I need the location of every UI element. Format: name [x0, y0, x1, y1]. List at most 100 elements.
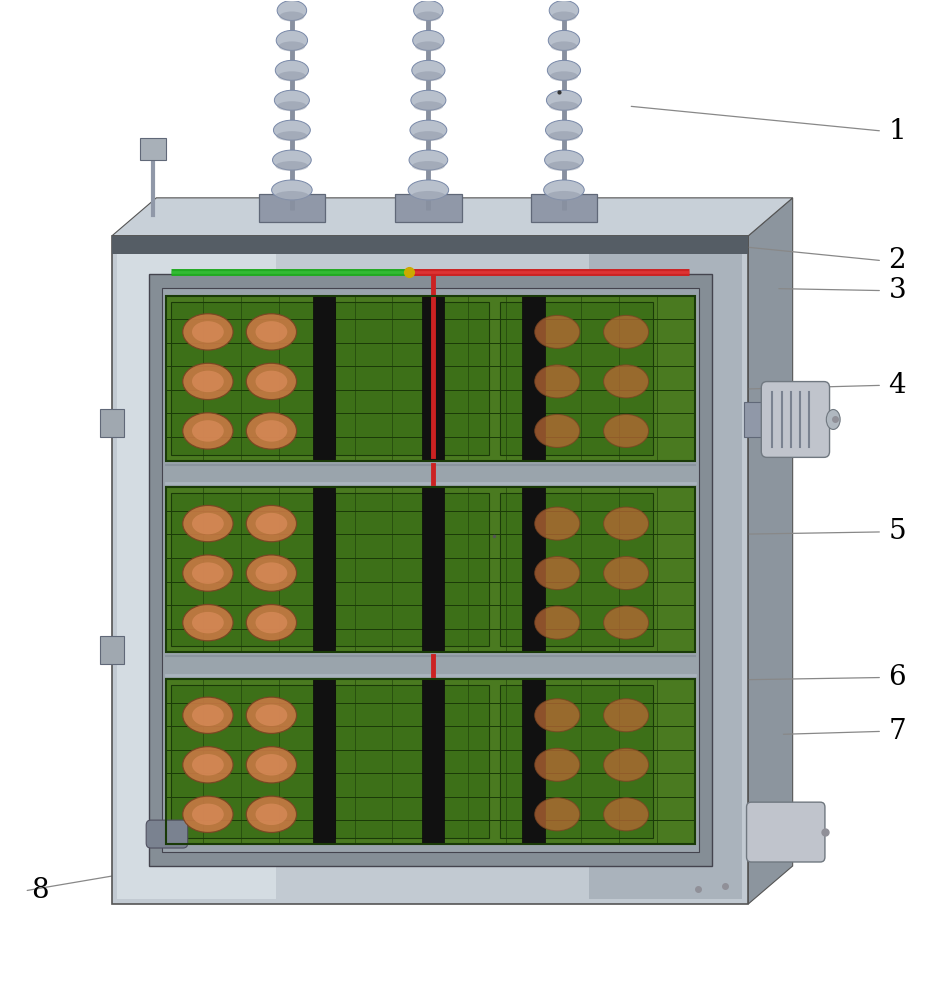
Ellipse shape: [551, 11, 576, 21]
Ellipse shape: [192, 321, 224, 343]
Ellipse shape: [548, 60, 581, 80]
Bar: [100, 636, 124, 664]
Ellipse shape: [604, 507, 648, 540]
Text: 6: 6: [889, 664, 906, 691]
Bar: [166, 679, 695, 844]
Ellipse shape: [273, 150, 311, 170]
Ellipse shape: [604, 557, 648, 590]
Ellipse shape: [246, 413, 297, 449]
Bar: [523, 487, 545, 652]
Ellipse shape: [255, 705, 288, 726]
Ellipse shape: [246, 796, 297, 832]
Ellipse shape: [535, 365, 580, 398]
Ellipse shape: [416, 11, 441, 21]
Ellipse shape: [277, 30, 308, 50]
Bar: [531, 194, 598, 222]
Bar: [259, 194, 325, 222]
Bar: [171, 685, 325, 838]
Ellipse shape: [412, 60, 445, 80]
Bar: [500, 493, 653, 646]
Ellipse shape: [278, 71, 306, 81]
Ellipse shape: [278, 41, 305, 51]
Ellipse shape: [535, 748, 580, 781]
Ellipse shape: [604, 798, 648, 831]
Text: 2: 2: [889, 247, 906, 274]
Ellipse shape: [276, 161, 308, 171]
Ellipse shape: [272, 180, 312, 200]
Ellipse shape: [546, 120, 583, 140]
Ellipse shape: [549, 30, 580, 50]
Ellipse shape: [549, 0, 579, 20]
Ellipse shape: [278, 0, 307, 20]
Bar: [523, 296, 545, 461]
Ellipse shape: [413, 101, 443, 111]
Ellipse shape: [246, 697, 297, 733]
Ellipse shape: [414, 71, 442, 81]
Ellipse shape: [550, 41, 577, 51]
Ellipse shape: [277, 101, 307, 111]
Ellipse shape: [183, 314, 233, 350]
Text: 4: 4: [889, 372, 906, 399]
FancyBboxPatch shape: [146, 820, 188, 848]
Bar: [336, 493, 488, 646]
Bar: [314, 679, 336, 844]
Ellipse shape: [183, 604, 233, 641]
FancyBboxPatch shape: [761, 382, 830, 457]
Ellipse shape: [192, 420, 224, 442]
Bar: [422, 296, 444, 461]
Ellipse shape: [275, 90, 309, 110]
Ellipse shape: [535, 414, 580, 447]
Ellipse shape: [183, 697, 233, 733]
Ellipse shape: [183, 747, 233, 783]
Ellipse shape: [255, 612, 288, 633]
Ellipse shape: [549, 71, 578, 81]
Ellipse shape: [549, 131, 580, 141]
Ellipse shape: [183, 413, 233, 449]
Ellipse shape: [255, 321, 288, 343]
Ellipse shape: [276, 60, 309, 80]
Bar: [140, 138, 166, 160]
Bar: [500, 685, 653, 838]
Bar: [395, 194, 462, 222]
Ellipse shape: [604, 315, 648, 348]
Ellipse shape: [246, 747, 297, 783]
Ellipse shape: [255, 420, 288, 442]
Ellipse shape: [192, 705, 224, 726]
Bar: [314, 296, 336, 461]
Ellipse shape: [255, 371, 288, 392]
Text: 7: 7: [889, 718, 906, 745]
Bar: [149, 274, 711, 866]
Ellipse shape: [547, 191, 581, 201]
Text: 3: 3: [889, 277, 906, 304]
Ellipse shape: [192, 754, 224, 776]
Text: 1: 1: [889, 118, 906, 145]
Ellipse shape: [246, 555, 297, 591]
Ellipse shape: [279, 11, 304, 21]
Ellipse shape: [415, 41, 442, 51]
Ellipse shape: [192, 612, 224, 633]
Ellipse shape: [413, 30, 444, 50]
Bar: [112, 236, 748, 254]
Ellipse shape: [246, 363, 297, 400]
Bar: [422, 487, 444, 652]
Ellipse shape: [826, 410, 840, 429]
Ellipse shape: [535, 315, 580, 348]
Ellipse shape: [535, 798, 580, 831]
Ellipse shape: [604, 414, 648, 447]
Bar: [117, 241, 276, 899]
Ellipse shape: [192, 804, 224, 825]
Text: 5: 5: [889, 518, 906, 545]
Bar: [589, 241, 742, 899]
Ellipse shape: [413, 0, 443, 20]
Ellipse shape: [246, 604, 297, 641]
Ellipse shape: [411, 191, 446, 201]
Ellipse shape: [535, 507, 580, 540]
Ellipse shape: [246, 505, 297, 542]
Bar: [336, 685, 488, 838]
Ellipse shape: [246, 314, 297, 350]
Polygon shape: [112, 198, 793, 236]
Ellipse shape: [535, 699, 580, 732]
Ellipse shape: [192, 371, 224, 392]
Bar: [166, 679, 695, 844]
Bar: [523, 679, 545, 844]
